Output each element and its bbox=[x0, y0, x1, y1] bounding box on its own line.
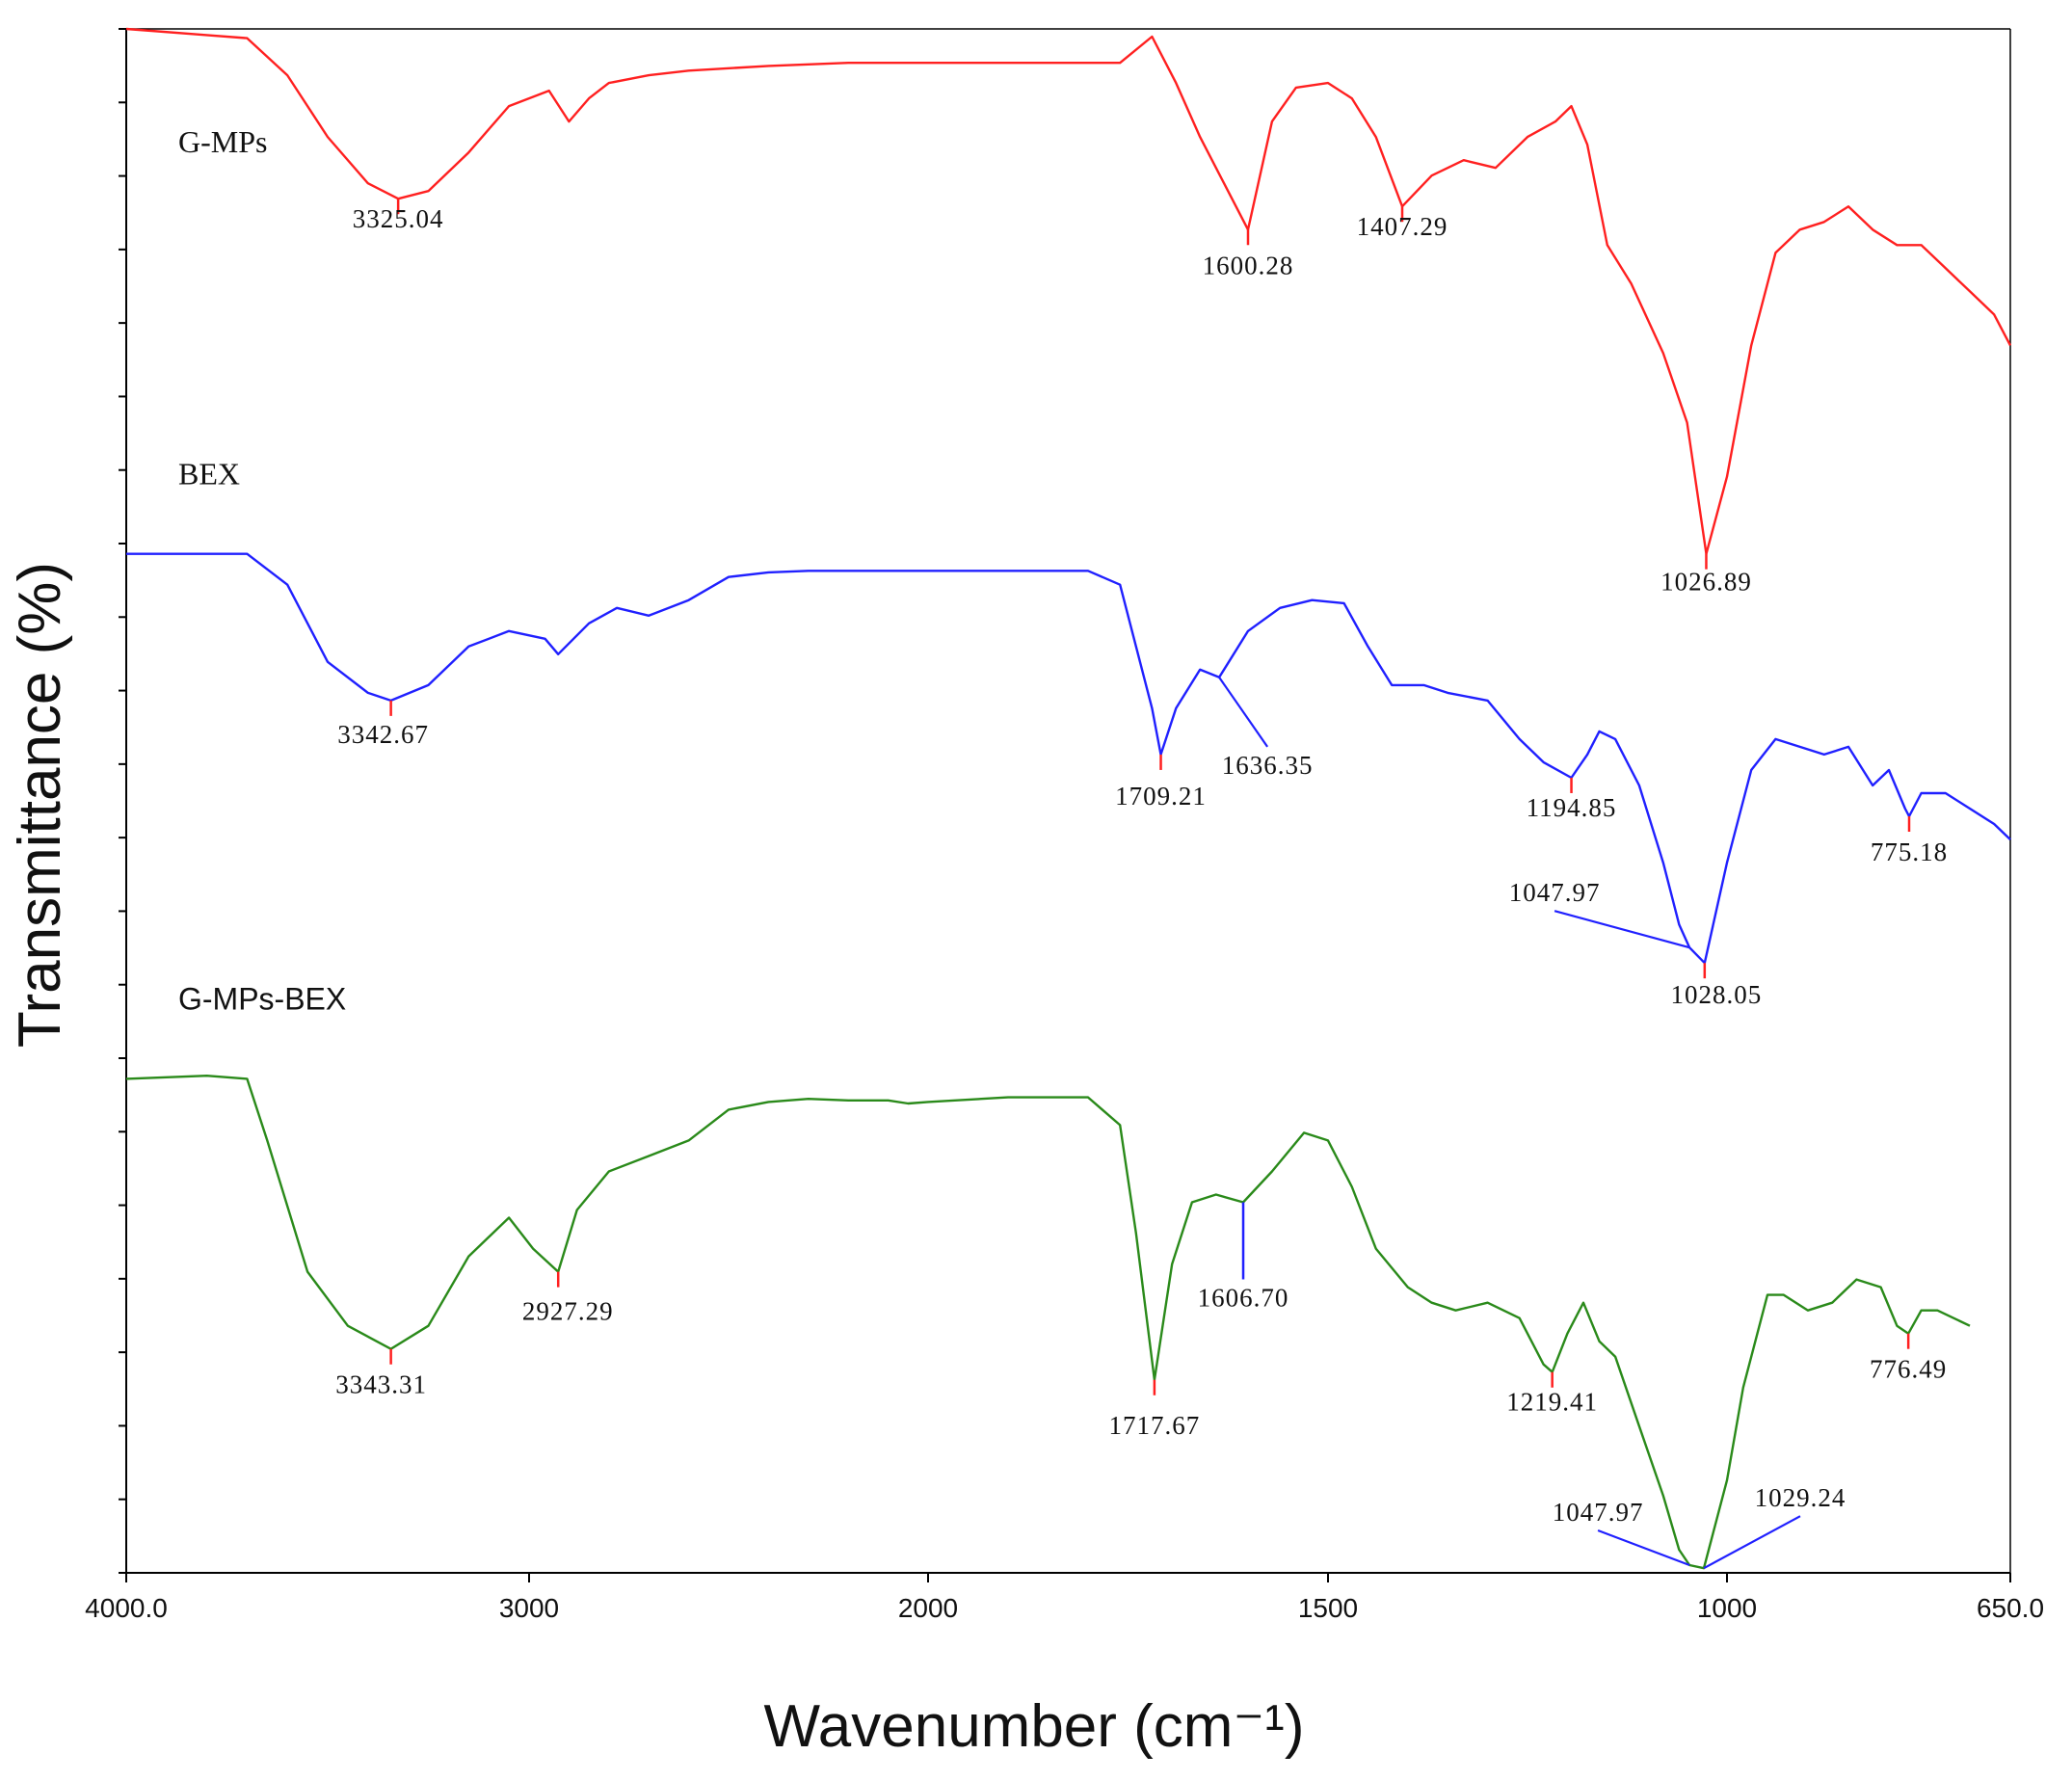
peak-label: 3343.31 bbox=[335, 1370, 427, 1399]
peak-label: 1029.24 bbox=[1755, 1483, 1846, 1512]
y-axis-title: Transmittance (%) bbox=[7, 562, 73, 1048]
peak-label: 1407.29 bbox=[1357, 212, 1448, 241]
x-tick-label: 3000 bbox=[499, 1593, 559, 1623]
peak-label: 775.18 bbox=[1871, 837, 1948, 866]
x-tick-label: 1000 bbox=[1697, 1593, 1757, 1623]
peak-label: 776.49 bbox=[1870, 1355, 1947, 1384]
peak-leader bbox=[1597, 1528, 1690, 1567]
peak-leader bbox=[1218, 677, 1269, 748]
peak-label: 1606.70 bbox=[1198, 1284, 1289, 1313]
series-line-g-mps-bex bbox=[125, 1075, 1971, 1570]
series-line-bex bbox=[126, 552, 2011, 965]
peak-label: 2927.29 bbox=[522, 1297, 614, 1326]
peak-label: 1028.05 bbox=[1670, 980, 1762, 1009]
series-line-g-mps bbox=[125, 27, 2012, 555]
peak-label: 1047.97 bbox=[1553, 1498, 1644, 1527]
peak-label: 3325.04 bbox=[353, 204, 444, 233]
spectra bbox=[125, 27, 2012, 1570]
series-label: G-MPs bbox=[178, 124, 267, 159]
plot-frame bbox=[125, 28, 2011, 1574]
peak-label: 1026.89 bbox=[1660, 568, 1752, 597]
x-axis-title: Wavenumber (cm⁻¹) bbox=[764, 1693, 1305, 1760]
series-label: G-MPs-BEX bbox=[178, 981, 346, 1016]
peak-label: 1047.97 bbox=[1509, 878, 1601, 907]
peak-label: 1717.67 bbox=[1109, 1411, 1201, 1440]
series-label: BEX bbox=[178, 457, 240, 492]
x-tick-label: 4000.0 bbox=[85, 1593, 168, 1623]
peak-label: 1194.85 bbox=[1527, 793, 1617, 822]
peak-leader bbox=[1554, 910, 1690, 949]
peak-label: 1219.41 bbox=[1506, 1388, 1598, 1417]
peak-leader bbox=[1703, 1515, 1801, 1570]
x-tick-label: 650.0 bbox=[1977, 1593, 2044, 1623]
peak-label: 1709.21 bbox=[1115, 782, 1207, 811]
x-tick-label: 1500 bbox=[1298, 1593, 1358, 1623]
peak-label: 1600.28 bbox=[1203, 251, 1294, 279]
axis-ticks: 4000.0 3000 2000 1500 1000 650.0 bbox=[85, 28, 2044, 1623]
peak-label: 1636.35 bbox=[1222, 751, 1314, 780]
series-labels: G-MPs BEX G-MPs-BEX bbox=[178, 124, 346, 1016]
peak-annotations: 3325.04 1600.28 1407.29 1026.89 3342.67 1709.… bbox=[335, 199, 1948, 1570]
peak-label: 3342.67 bbox=[337, 720, 429, 749]
x-tick-label: 2000 bbox=[898, 1593, 958, 1623]
